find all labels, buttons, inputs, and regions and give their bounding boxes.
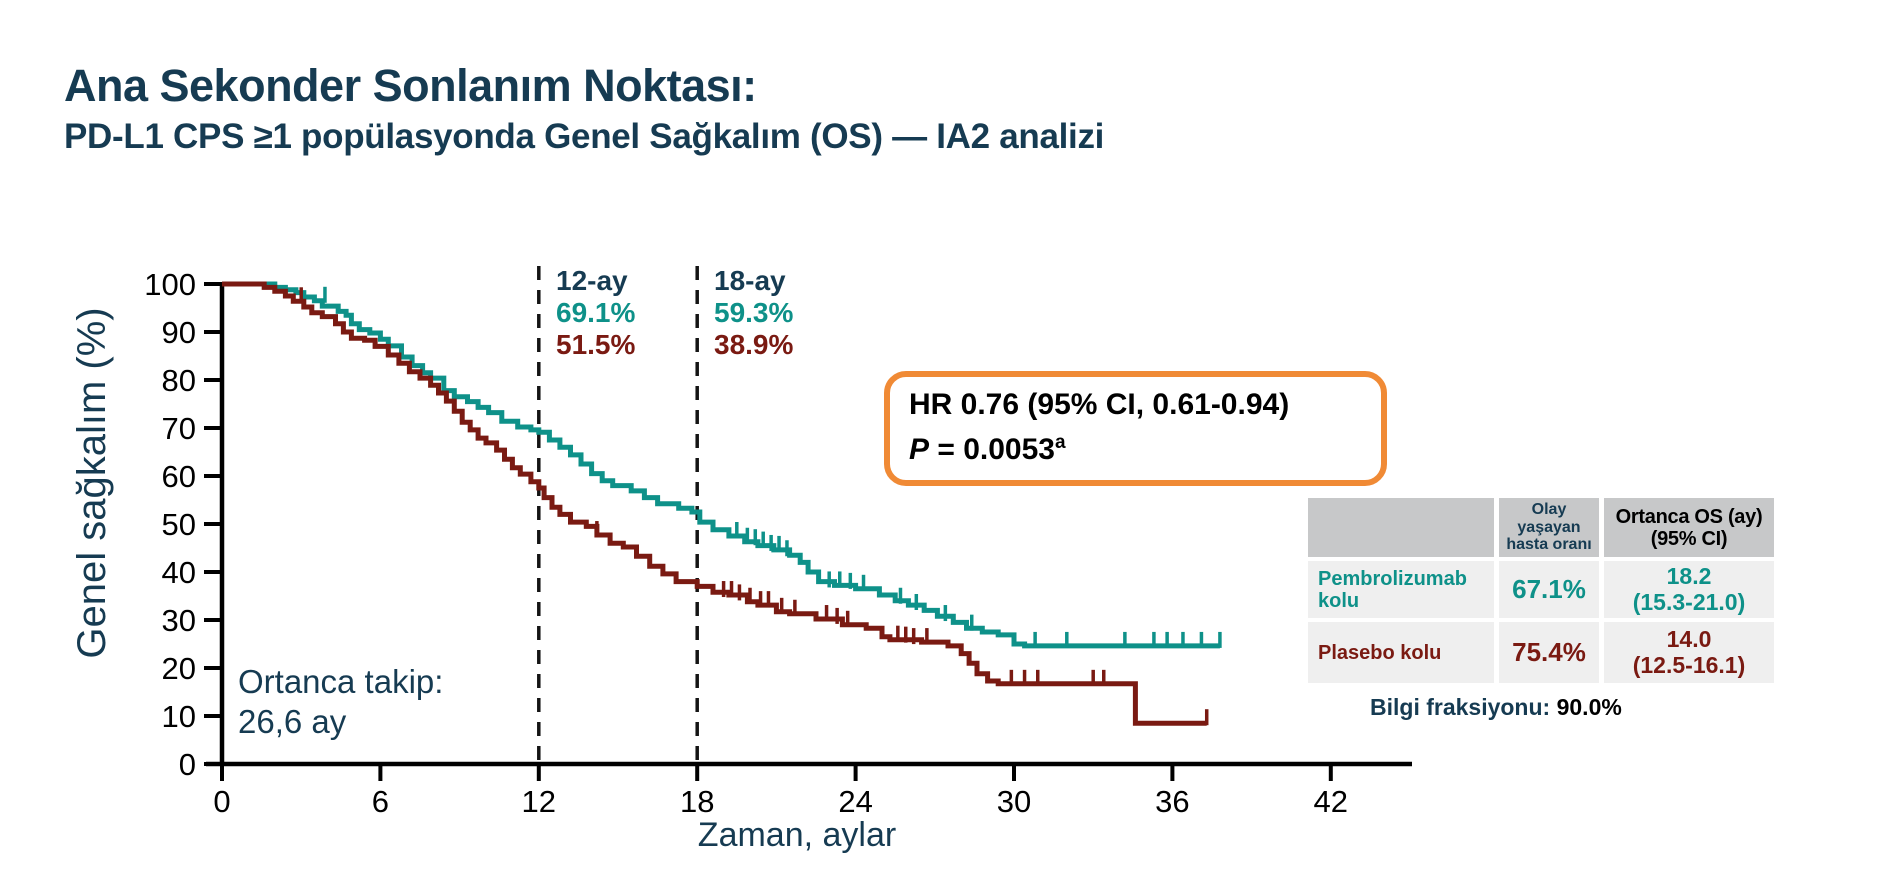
- x-tick-label-36: 36: [1155, 784, 1189, 819]
- placebo-median-os-text: 14.0 (12.5-16.1): [1632, 626, 1746, 678]
- table-header-median-os-text: Ortanca OS (ay) (95% CI): [1616, 506, 1763, 550]
- p-value-symbol: P: [909, 433, 930, 466]
- pembrolizumab-median-ci: (15.3-21.0): [1632, 588, 1746, 615]
- information-fraction-label: Bilgi fraksiyonu:: [1370, 694, 1551, 720]
- page-subtitle: PD-L1 CPS ≥1 popülasyonda Genel Sağkalım…: [64, 117, 1105, 156]
- y-tick-label-10: 10: [162, 699, 196, 734]
- annotation-18-month-pembro-rate: 59.3%: [714, 297, 794, 328]
- x-tick-label-24: 24: [838, 784, 872, 819]
- x-tick-label-42: 42: [1314, 784, 1348, 819]
- table-row-pembrolizumab-event-rate: 67.1%: [1499, 561, 1599, 618]
- median-followup-note: Ortanca takip: 26,6 ay: [238, 662, 443, 742]
- table-row-placebo-median-os: 14.0 (12.5-16.1): [1604, 622, 1774, 683]
- hazard-ratio-box: HR 0.76 (95% CI, 0.61-0.94) P = 0.0053a: [884, 371, 1387, 486]
- table-row-placebo-label: Plasebo kolu: [1308, 622, 1494, 683]
- table-header-event-rate: Olay yaşayan hasta oranı: [1499, 498, 1599, 557]
- y-tick-label-70: 70: [162, 411, 196, 446]
- x-tick-label-18: 18: [680, 784, 714, 819]
- y-tick-label-60: 60: [162, 459, 196, 494]
- os-summary-table: Olay yaşayan hasta oranı Ortanca OS (ay)…: [1308, 498, 1774, 683]
- x-tick-label-30: 30: [997, 784, 1031, 819]
- km-curve-plasebo: [222, 281, 1207, 726]
- y-tick-label-100: 100: [144, 267, 196, 302]
- km-curve-pembrolizumab: [222, 281, 1220, 649]
- y-tick-label-90: 90: [162, 315, 196, 350]
- table-header-empty: [1308, 498, 1494, 557]
- y-tick-label-30: 30: [162, 603, 196, 638]
- table-header-median-os-line1: Ortanca OS (ay): [1615, 505, 1763, 528]
- annotation-12-month-placebo-rate: 51.5%: [556, 329, 636, 360]
- x-axis-title: Zaman, aylar: [697, 816, 897, 854]
- pembrolizumab-median-os-text: 18.2 (15.3-21.0): [1632, 563, 1746, 615]
- table-row-pembrolizumab-median-os: 18.2 (15.3-21.0): [1604, 561, 1774, 618]
- information-fraction-value: 90.0%: [1556, 694, 1622, 720]
- information-fraction-note: Bilgi fraksiyonu: 90.0%: [1370, 694, 1622, 721]
- table-header-median-os: Ortanca OS (ay) (95% CI): [1604, 498, 1774, 557]
- page-title: Ana Sekonder Sonlanım Noktası:: [64, 60, 757, 111]
- annotation-18-month-placebo-rate: 38.9%: [714, 329, 794, 360]
- x-tick-label-0: 0: [213, 784, 230, 819]
- p-value-number: = 0.0053: [929, 433, 1055, 466]
- placebo-median-ci: (12.5-16.1): [1632, 651, 1746, 678]
- annotation-18-month-label: 18-ay: [714, 265, 786, 296]
- p-value-footnote-marker: a: [1054, 432, 1066, 453]
- table-header-median-os-line2: (95% CI): [1650, 527, 1728, 550]
- median-followup-line2: 26,6 ay: [238, 703, 347, 740]
- table-row-placebo-event-rate: 75.4%: [1499, 622, 1599, 683]
- annotation-12-month-label: 12-ay: [556, 265, 628, 296]
- y-tick-label-20: 20: [162, 651, 196, 686]
- hazard-ratio-text: HR 0.76 (95% CI, 0.61-0.94): [909, 388, 1290, 421]
- pembrolizumab-median-value: 18.2: [1666, 563, 1712, 590]
- placebo-median-value: 14.0: [1666, 626, 1712, 653]
- x-tick-label-12: 12: [522, 784, 556, 819]
- p-value-text: P = 0.0053a: [909, 424, 1364, 469]
- y-tick-label-80: 80: [162, 363, 196, 398]
- annotation-12-month-pembro-rate: 69.1%: [556, 297, 636, 328]
- annotation-12-month: 12-ay 69.1% 51.5%: [556, 265, 635, 361]
- y-tick-label-0: 0: [179, 747, 196, 782]
- annotation-18-month: 18-ay 59.3% 38.9%: [714, 265, 793, 361]
- median-followup-line1: Ortanca takip:: [238, 663, 444, 700]
- x-tick-label-6: 6: [372, 784, 389, 819]
- y-axis-title: Genel sağkalım (%): [70, 307, 114, 659]
- table-row-pembrolizumab-label: Pembrolizumab kolu: [1308, 561, 1494, 618]
- y-tick-label-50: 50: [162, 507, 196, 542]
- y-tick-label-40: 40: [162, 555, 196, 590]
